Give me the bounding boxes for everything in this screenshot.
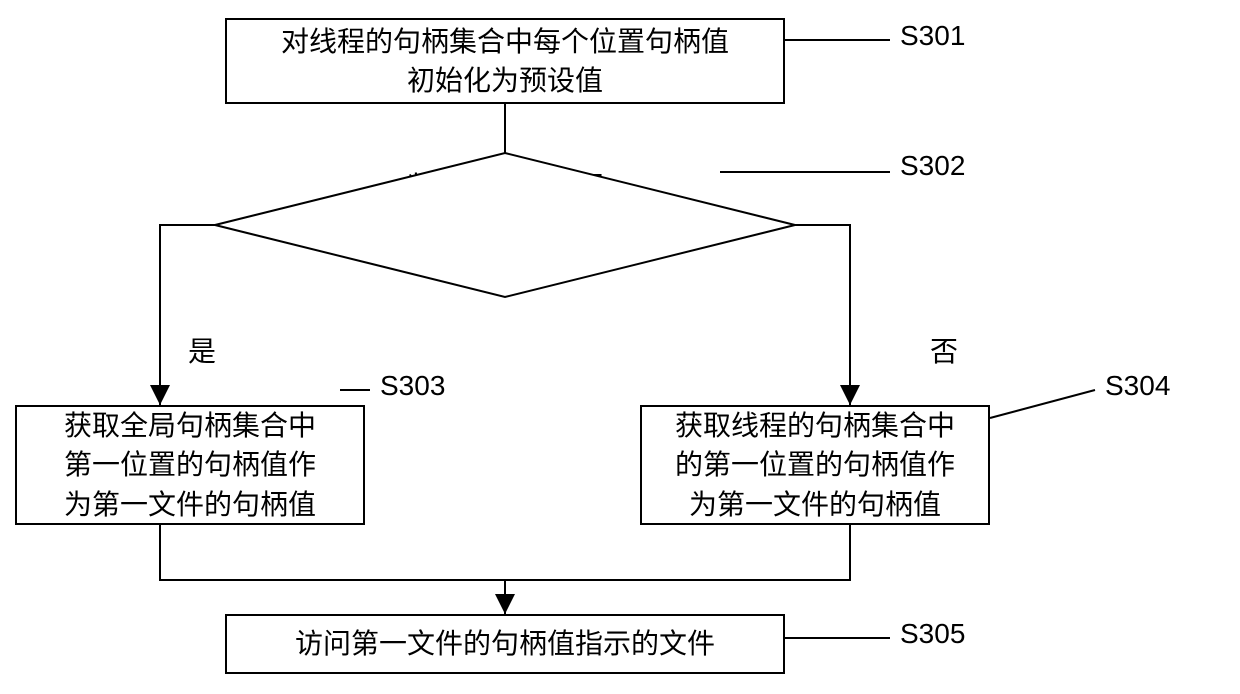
step-label-s302: S302 — [900, 150, 965, 182]
leader-s304 — [990, 390, 1095, 418]
edge-label-no: 否 — [930, 330, 958, 370]
edge-s303-s305 — [160, 525, 505, 614]
flow-node-s305: 访问第一文件的句柄值指示的文件 — [225, 614, 785, 674]
flow-node-s303: 获取全局句柄集合中 第一位置的句柄值作 为第一文件的句柄值 — [15, 405, 365, 525]
flow-node-text: 获取线程的句柄集合中 的第一位置的句柄值作 为第一文件的句柄值 — [675, 406, 955, 524]
flow-node-text: 访问第一文件的句柄值指示的文件 — [295, 624, 715, 663]
flow-overlay — [0, 0, 1240, 694]
edge-label-yes: 是 — [188, 330, 216, 370]
flow-node-s304: 获取线程的句柄集合中 的第一位置的句柄值作 为第一文件的句柄值 — [640, 405, 990, 525]
flow-node-text: 获取全局句柄集合中 第一位置的句柄值作 为第一文件的句柄值 — [64, 406, 316, 524]
edge-s302-s304 — [795, 225, 850, 405]
step-label-s303: S303 — [380, 370, 445, 402]
step-label-s304: S304 — [1105, 370, 1170, 402]
edge-s304-join — [505, 525, 850, 580]
flow-node-s302-text: 判断线程的句柄 集合中第一位置的句柄值是 否为预设值 — [305, 168, 705, 281]
flow-node-s301: 对线程的句柄集合中每个位置句柄值 初始化为预设值 — [225, 18, 785, 104]
step-label-s305: S305 — [900, 618, 965, 650]
flow-node-text: 对线程的句柄集合中每个位置句柄值 初始化为预设值 — [281, 22, 729, 100]
edge-s302-s303 — [160, 225, 215, 405]
step-label-s301: S301 — [900, 20, 965, 52]
